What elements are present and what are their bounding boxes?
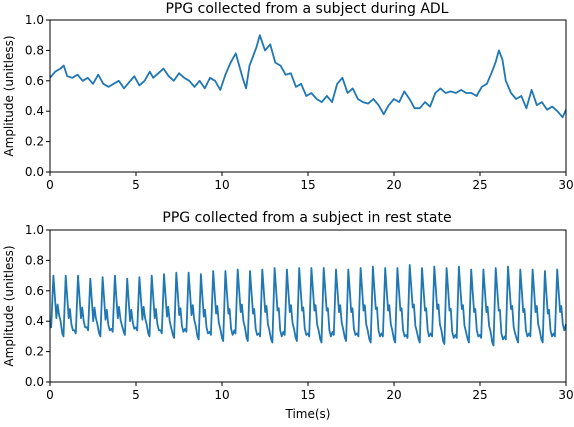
chart-adl-xtick-label: 0	[46, 178, 54, 192]
chart-adl-xtick-label: 15	[300, 178, 315, 192]
chart-adl-xtick-label: 5	[132, 178, 140, 192]
chart-rest-xtick-label: 15	[300, 388, 315, 402]
chart-rest-title: PPG collected from a subject in rest sta…	[162, 210, 451, 226]
chart-adl-series-line	[49, 34, 567, 119]
chart-adl-ytick-label: 1.0	[25, 13, 44, 27]
chart-adl-xtick-label: 20	[386, 178, 401, 192]
chart-rest-xtick-label: 30	[558, 388, 573, 402]
chart-rest-ytick-label: 1.0	[25, 223, 44, 237]
chart-rest-xlabel: Time(s)	[285, 407, 331, 421]
chart-adl-ylabel: Amplitude (unitless)	[2, 35, 16, 156]
chart-rest-ytick-label: 0.4	[25, 314, 44, 328]
chart-adl-title: PPG collected from a subject during ADL	[165, 1, 448, 17]
chart-adl-ytick-label: 0.4	[25, 104, 44, 118]
chart-rest-ytick-label: 0.6	[25, 284, 44, 298]
chart-adl-yticks: 0.0 0.2 0.4 0.6 0.8 1.0	[25, 13, 50, 179]
chart-adl-ytick-label: 0.8	[25, 43, 44, 57]
chart-adl-xtick-label: 10	[214, 178, 229, 192]
chart-rest-ylabel: Amplitude (unitless)	[2, 245, 16, 366]
chart-adl-ytick-label: 0.6	[25, 74, 44, 88]
chart-adl-xticks: 0 5 10 15 20 25 30	[46, 172, 574, 192]
chart-rest-xtick-label: 20	[386, 388, 401, 402]
chart-rest: PPG collected from a subject in rest sta…	[2, 210, 574, 421]
chart-rest-series-line	[49, 264, 567, 347]
chart-rest-ytick-label: 0.0	[25, 375, 44, 389]
chart-rest-ytick-label: 0.2	[25, 345, 44, 359]
chart-rest-xtick-label: 10	[214, 388, 229, 402]
chart-adl-ytick-label: 0.0	[25, 165, 44, 179]
chart-adl: PPG collected from a subject during ADL …	[2, 1, 574, 192]
chart-rest-xtick-label: 25	[472, 388, 487, 402]
chart-adl-ytick-label: 0.2	[25, 135, 44, 149]
chart-rest-ytick-label: 0.8	[25, 253, 44, 267]
chart-rest-yticks: 0.0 0.2 0.4 0.6 0.8 1.0	[25, 223, 50, 389]
chart-adl-xtick-label: 25	[472, 178, 487, 192]
chart-rest-xtick-label: 0	[46, 388, 54, 402]
chart-rest-xtick-label: 5	[132, 388, 140, 402]
chart-adl-plot-frame	[49, 19, 567, 173]
chart-adl-xtick-label: 30	[558, 178, 573, 192]
chart-rest-plot-frame	[49, 229, 567, 383]
chart-rest-xticks: 0 5 10 15 20 25 30	[46, 382, 574, 402]
